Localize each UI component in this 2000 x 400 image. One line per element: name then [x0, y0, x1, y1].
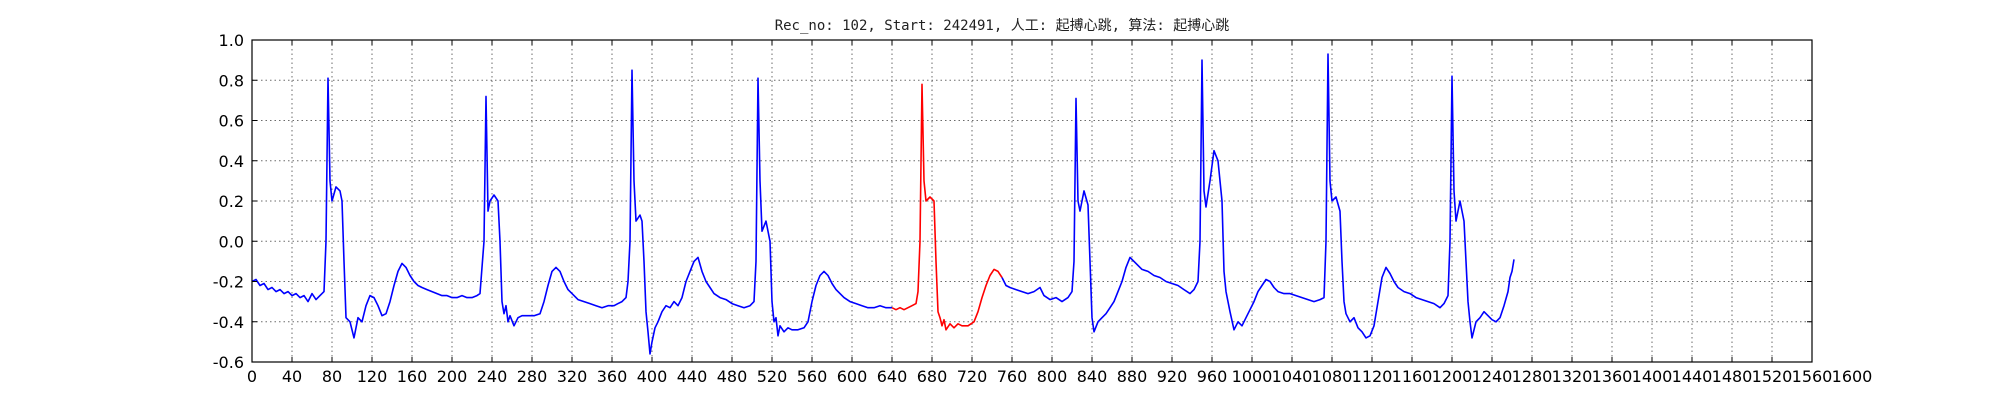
x-tick-label: 960	[1197, 367, 1228, 386]
x-tick-label: 800	[1037, 367, 1068, 386]
x-tick-label: 1520	[1752, 367, 1793, 386]
x-tick-label: 320	[557, 367, 588, 386]
signal-series-line-3	[1001, 53, 1515, 339]
x-tick-label: 1000	[1232, 367, 1273, 386]
x-tick-label: 600	[837, 367, 868, 386]
x-tick-label: 640	[877, 367, 908, 386]
x-tick-label: 1440	[1672, 367, 1713, 386]
signal-series	[251, 53, 1515, 355]
x-tick-label: 1200	[1432, 367, 1473, 386]
x-tick-label: 760	[997, 367, 1028, 386]
x-axis-ticks: 0 40 80 120 160 200 240 280 320 360 400 440 480 520 56…	[247, 40, 1872, 386]
x-tick-label: 840	[1077, 367, 1108, 386]
y-tick-label: 0.6	[219, 112, 244, 131]
y-tick-label: 0.2	[219, 192, 244, 211]
y-tick-label: 0.8	[219, 71, 244, 90]
x-tick-label: 240	[477, 367, 508, 386]
x-tick-label: 440	[677, 367, 708, 386]
x-tick-label: 80	[322, 367, 342, 386]
x-tick-label: 1160	[1392, 367, 1433, 386]
y-tick-label: 0.0	[219, 232, 244, 251]
signal-series-line-1	[251, 69, 892, 355]
signal-series-line-2	[891, 83, 1003, 331]
x-tick-label: 1280	[1512, 367, 1553, 386]
x-tick-label: 200	[437, 367, 468, 386]
x-tick-label: 520	[757, 367, 788, 386]
x-tick-label: 360	[597, 367, 628, 386]
x-tick-label: 120	[357, 367, 388, 386]
chart-title: Rec_no: 102, Start: 242491, 人工: 起搏心跳, 算法…	[775, 17, 1230, 34]
x-tick-label: 160	[397, 367, 428, 386]
x-tick-label: 720	[957, 367, 988, 386]
x-tick-label: 880	[1117, 367, 1148, 386]
x-tick-label: 1360	[1592, 367, 1633, 386]
x-tick-label: 1080	[1312, 367, 1353, 386]
x-tick-label: 1240	[1472, 367, 1513, 386]
y-tick-label: -0.6	[213, 353, 244, 372]
x-tick-label: 280	[517, 367, 548, 386]
x-tick-label: 1400	[1632, 367, 1673, 386]
x-tick-label: 560	[797, 367, 828, 386]
x-tick-label: 680	[917, 367, 948, 386]
x-tick-label: 480	[717, 367, 748, 386]
x-tick-label: 1560	[1792, 367, 1833, 386]
x-tick-label: 400	[637, 367, 668, 386]
x-tick-label: 920	[1157, 367, 1188, 386]
x-tick-label: 1480	[1712, 367, 1753, 386]
y-tick-label: 1.0	[219, 31, 244, 50]
y-axis-ticks: -0.6 -0.4 -0.2 0.0 0.2 0.4 0.6 0.8 1.0	[213, 31, 1812, 372]
x-tick-label: 1600	[1832, 367, 1873, 386]
y-tick-label: 0.4	[219, 152, 244, 171]
x-tick-label: 1120	[1352, 367, 1393, 386]
x-tick-label: 40	[282, 367, 302, 386]
y-tick-label: -0.4	[213, 313, 244, 332]
x-tick-label: 0	[247, 367, 257, 386]
y-tick-label: -0.2	[213, 273, 244, 292]
x-tick-label: 1040	[1272, 367, 1313, 386]
x-tick-label: 1320	[1552, 367, 1593, 386]
grid-lines	[251, 39, 1813, 363]
